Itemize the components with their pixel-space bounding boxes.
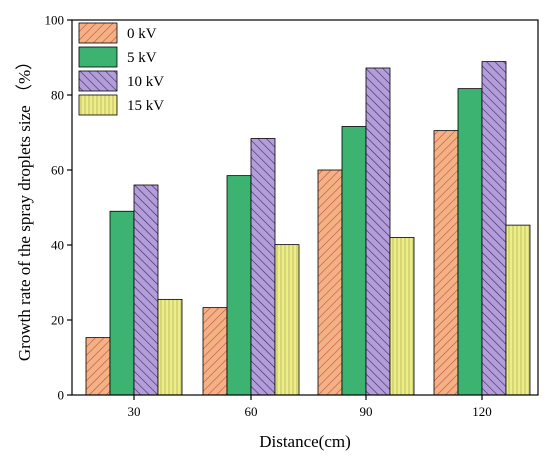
bar-10kv-120 xyxy=(481,61,507,396)
y-tick-label: 100 xyxy=(45,13,65,28)
x-tick-label: 30 xyxy=(128,404,141,419)
legend-swatch xyxy=(78,94,118,116)
plot-frame xyxy=(71,19,539,396)
legend-swatch xyxy=(78,46,118,68)
legend-label: 5 kV xyxy=(127,50,157,66)
legend-label: 10 kV xyxy=(127,74,164,90)
x-tick-label: 60 xyxy=(245,404,258,419)
bar-10kv-90 xyxy=(365,67,391,396)
bar-0kv-30 xyxy=(85,337,111,396)
bar-5kv-120 xyxy=(457,88,483,396)
legend-label: 15 kV xyxy=(127,98,164,114)
bar-5kv-30 xyxy=(109,210,135,396)
bar-15kv-60 xyxy=(274,244,300,396)
y-tick-label: 60 xyxy=(51,163,64,178)
legend: 0 kV 5 kV 10 kV 15 kV xyxy=(78,22,164,116)
x-tick-label: 120 xyxy=(472,404,492,419)
legend-swatch xyxy=(78,22,118,44)
bar-10kv-30 xyxy=(133,184,159,396)
legend-label: 0 kV xyxy=(127,26,157,42)
y-tick-label: 0 xyxy=(58,388,65,403)
bar-15kv-120 xyxy=(505,224,531,396)
bar-15kv-30 xyxy=(157,298,183,396)
bars-layer xyxy=(85,61,531,396)
bar-5kv-60 xyxy=(226,175,252,396)
bar-0kv-120 xyxy=(433,130,459,396)
x-tick-label: 90 xyxy=(360,404,373,419)
bar-10kv-60 xyxy=(250,138,276,396)
y-tick-label: 80 xyxy=(51,88,64,103)
bar-5kv-90 xyxy=(341,126,367,396)
bar-0kv-90 xyxy=(317,169,343,396)
y-tick-label: 40 xyxy=(51,238,64,253)
y-tick-label: 20 xyxy=(51,313,64,328)
bar-15kv-90 xyxy=(389,237,415,396)
x-axis: 30 60 90 120 xyxy=(128,395,492,419)
bar-0kv-60 xyxy=(202,307,228,396)
y-axis: 0 20 40 60 80 100 xyxy=(45,13,72,403)
legend-swatch xyxy=(78,70,118,92)
y-axis-title: Growth rate of the spray droplets size （… xyxy=(15,53,34,361)
x-axis-title: Distance(cm) xyxy=(259,432,351,451)
